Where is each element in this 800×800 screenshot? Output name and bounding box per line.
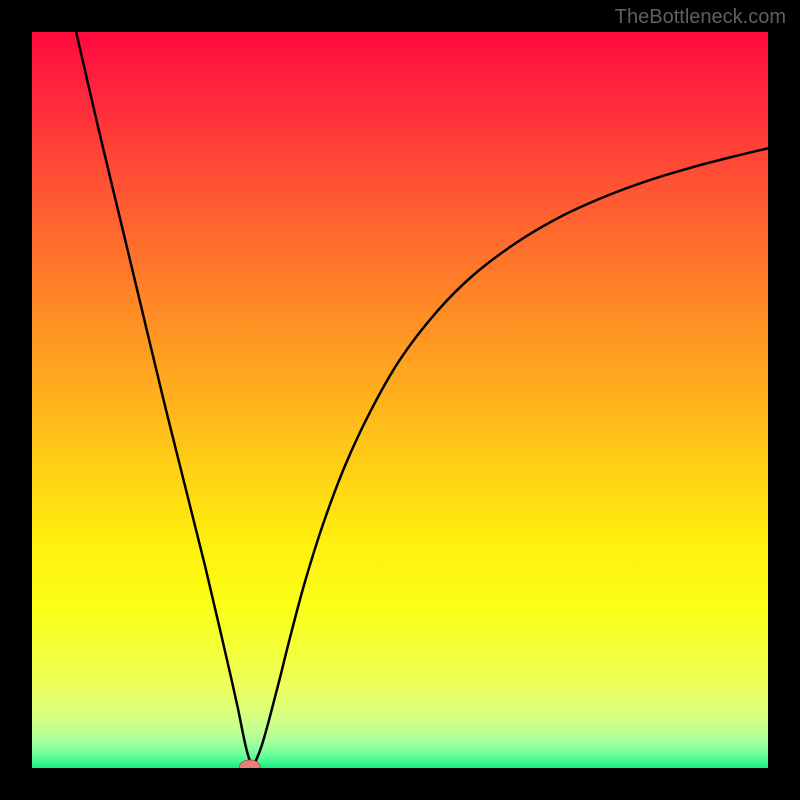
chart-svg (32, 32, 768, 768)
bottleneck-chart (32, 32, 768, 768)
gradient-background (32, 32, 768, 768)
watermark-text: TheBottleneck.com (615, 6, 786, 29)
